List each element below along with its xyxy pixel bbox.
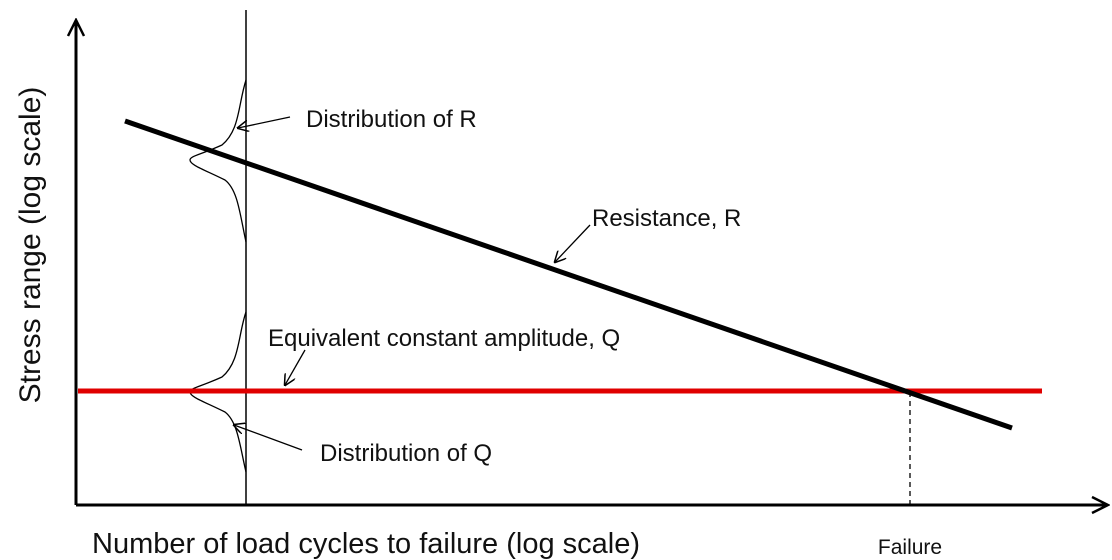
annotation: Distribution of Q bbox=[320, 440, 492, 467]
arrow bbox=[555, 224, 591, 262]
annotation: Equivalent constant amplitude, Q bbox=[268, 325, 620, 352]
annotation: Resistance, R bbox=[592, 205, 741, 232]
y-axis-label: Stress range (log scale) bbox=[14, 87, 47, 404]
failure-label: Failure bbox=[878, 536, 942, 559]
distribution-r-curve bbox=[189, 79, 247, 243]
arrow bbox=[234, 425, 303, 451]
resistance-line bbox=[124, 118, 1013, 431]
arrow bbox=[285, 349, 306, 385]
x-axis-label: Number of load cycles to failure (log sc… bbox=[92, 528, 640, 560]
annotation: Distribution of R bbox=[306, 106, 477, 133]
arrow bbox=[238, 116, 291, 128]
